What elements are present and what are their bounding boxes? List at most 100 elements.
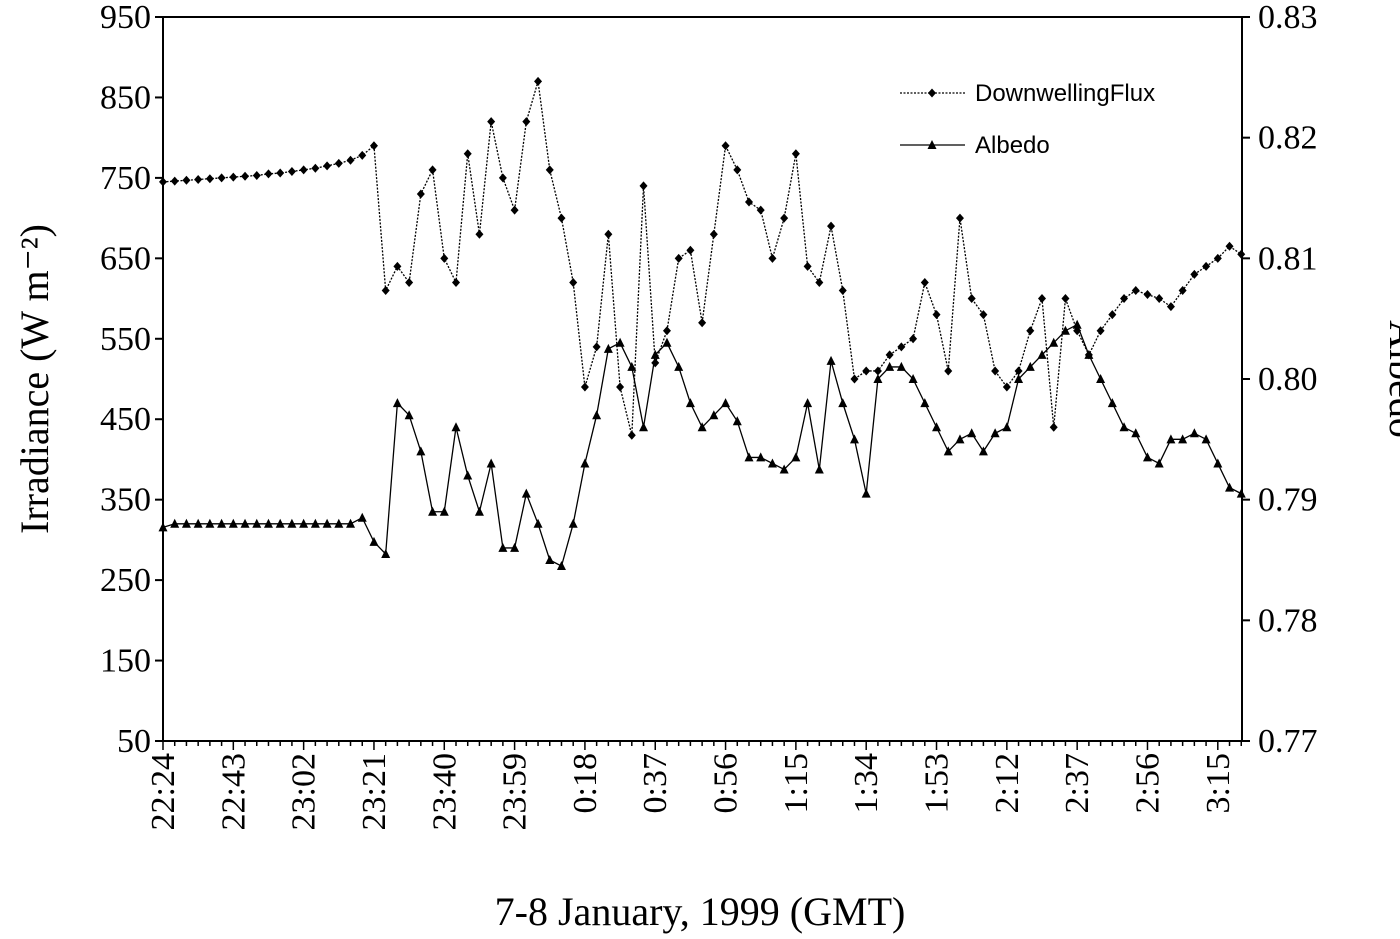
- marker: [908, 374, 918, 383]
- marker: [545, 165, 554, 175]
- marker: [920, 398, 930, 408]
- marker: [862, 366, 871, 376]
- marker: [1201, 434, 1211, 444]
- marker: [158, 522, 168, 532]
- x-axis-label: 7-8 January, 1999 (GMT): [495, 889, 906, 934]
- marker: [1060, 325, 1070, 335]
- marker: [674, 361, 684, 371]
- marker: [205, 174, 214, 184]
- marker: [439, 506, 449, 516]
- marker: [217, 518, 227, 528]
- marker: [1038, 294, 1046, 304]
- y2-tick-label: 0.77: [1258, 723, 1318, 760]
- marker: [440, 253, 449, 263]
- marker: [474, 506, 484, 516]
- marker: [967, 428, 977, 438]
- marker: [428, 165, 437, 175]
- marker: [1213, 253, 1222, 263]
- marker: [978, 446, 988, 456]
- marker: [791, 149, 800, 159]
- y-tick-label: 650: [100, 240, 151, 277]
- marker: [287, 518, 297, 528]
- marker: [603, 343, 613, 353]
- x-tick-label: 2:12: [989, 753, 1026, 813]
- marker: [181, 518, 191, 528]
- marker: [193, 518, 203, 528]
- marker: [779, 464, 789, 474]
- y2-tick-label: 0.79: [1258, 482, 1318, 519]
- x-tick-label: 23:02: [286, 753, 323, 830]
- marker: [1166, 302, 1175, 312]
- marker: [1225, 482, 1235, 492]
- marker: [322, 518, 332, 528]
- marker: [533, 518, 543, 528]
- marker: [229, 172, 238, 182]
- x-tick-label: 2:37: [1059, 753, 1096, 813]
- marker: [826, 355, 836, 365]
- marker: [616, 382, 625, 392]
- y-tick-label: 450: [100, 401, 151, 438]
- marker: [639, 181, 648, 191]
- marker: [1108, 310, 1117, 320]
- marker: [732, 416, 742, 426]
- marker: [1084, 349, 1094, 359]
- marker: [194, 174, 203, 184]
- marker: [557, 213, 566, 223]
- marker: [909, 334, 918, 344]
- marker: [674, 253, 683, 263]
- marker: [369, 536, 379, 546]
- marker: [1178, 434, 1188, 444]
- marker: [545, 555, 555, 564]
- x-tick-label: 23:21: [356, 753, 393, 830]
- marker: [662, 326, 671, 336]
- x-tick-label: 22:24: [145, 753, 182, 830]
- y-tick-label: 50: [117, 723, 151, 760]
- marker: [521, 488, 531, 498]
- marker: [346, 155, 355, 165]
- marker: [170, 518, 180, 528]
- marker: [534, 76, 543, 86]
- marker: [604, 229, 613, 239]
- marker: [170, 176, 179, 186]
- marker: [1237, 249, 1246, 259]
- marker: [1002, 382, 1011, 392]
- marker: [686, 245, 695, 255]
- marker: [334, 158, 343, 168]
- marker: [827, 221, 836, 231]
- marker: [896, 361, 906, 371]
- marker: [580, 458, 590, 468]
- y-tick-label: 550: [100, 321, 151, 358]
- marker: [487, 117, 496, 127]
- marker: [709, 410, 719, 420]
- marker: [569, 277, 578, 287]
- marker: [405, 277, 414, 287]
- marker: [323, 161, 332, 171]
- marker: [311, 163, 320, 173]
- marker: [850, 374, 859, 384]
- marker: [768, 253, 777, 263]
- marker: [1154, 458, 1164, 468]
- marker: [1119, 422, 1129, 432]
- x-tick-label: 0:56: [708, 753, 745, 813]
- marker: [217, 173, 226, 183]
- series-line: [162, 81, 1242, 436]
- marker: [1142, 452, 1152, 462]
- legend-marker: [928, 88, 936, 98]
- marker: [392, 398, 402, 408]
- x-tick-label: 3:15: [1200, 753, 1237, 813]
- marker: [815, 277, 824, 287]
- marker: [510, 542, 520, 552]
- marker: [897, 342, 906, 352]
- marker: [814, 464, 824, 474]
- marker: [357, 512, 367, 522]
- x-tick-label: 23:40: [426, 753, 463, 830]
- marker: [685, 398, 695, 408]
- marker: [1236, 488, 1246, 498]
- y2-tick-label: 0.82: [1258, 120, 1318, 157]
- marker: [1026, 326, 1035, 336]
- legend-marker: [927, 140, 937, 149]
- y-axis-label: Irradiance (W m⁻²): [12, 224, 57, 534]
- marker: [979, 310, 988, 320]
- y-tick-label: 250: [100, 562, 151, 599]
